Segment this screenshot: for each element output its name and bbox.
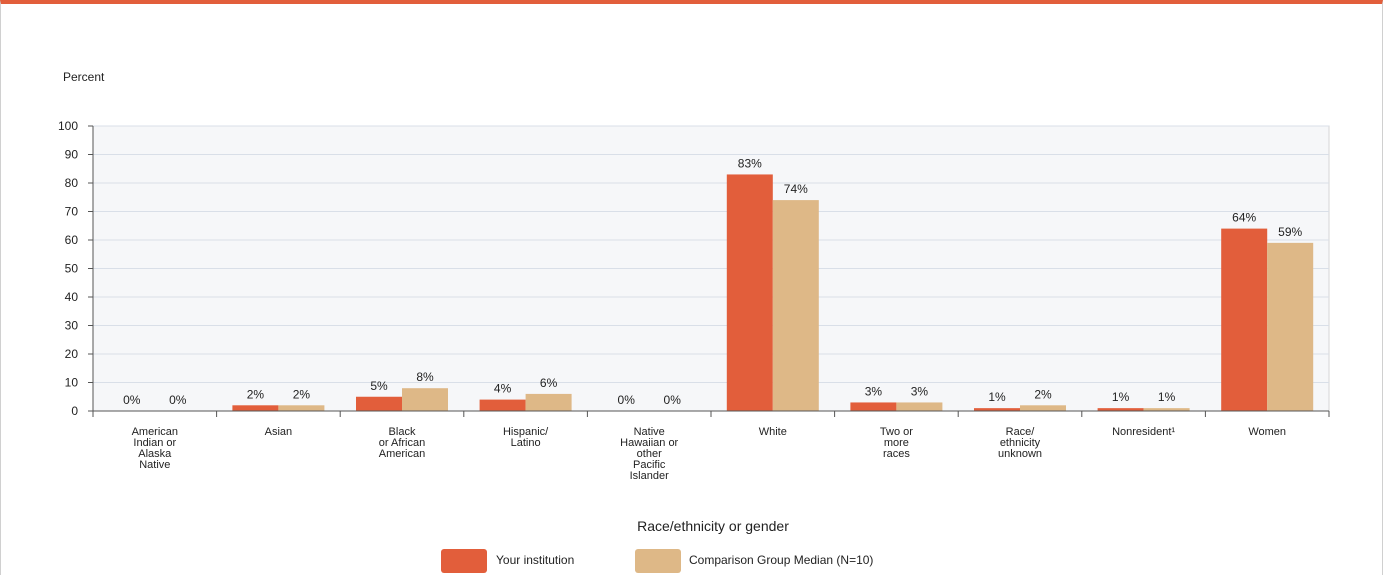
legend-swatch bbox=[635, 549, 681, 573]
bar bbox=[402, 388, 448, 411]
x-axis-title: Race/ethnicity or gender bbox=[637, 518, 789, 534]
bars bbox=[232, 174, 1314, 411]
bar bbox=[356, 396, 402, 411]
x-tick-label: Asian bbox=[265, 426, 293, 438]
y-tick-label: 100 bbox=[58, 119, 78, 133]
x-tick-label-line: ethnicity bbox=[1000, 437, 1041, 449]
bar bbox=[850, 402, 897, 411]
y-tick-label: 90 bbox=[65, 148, 79, 162]
y-tick-label: 80 bbox=[65, 176, 79, 190]
x-tick-label-line: Two or bbox=[880, 426, 913, 438]
x-tick-label-line: Latino bbox=[511, 437, 541, 449]
x-tick-label-line: Islander bbox=[630, 470, 669, 482]
x-tick-label-line: more bbox=[884, 437, 909, 449]
bar bbox=[1267, 242, 1314, 411]
legend-label: Your institution bbox=[496, 553, 574, 567]
x-tick-label-line: races bbox=[883, 448, 910, 460]
data-label: 2% bbox=[247, 387, 265, 401]
data-label: 59% bbox=[1278, 225, 1302, 239]
x-tick-label-line: Pacific bbox=[633, 459, 666, 471]
bar bbox=[1143, 408, 1190, 411]
x-tick-label-line: American bbox=[132, 426, 178, 438]
y-axis-title: Percent bbox=[63, 70, 105, 84]
y-axis: 0 10 20 30 40 50 60 70 80 90 100 bbox=[58, 119, 94, 418]
data-label: 0% bbox=[169, 393, 187, 407]
data-label: 5% bbox=[370, 379, 388, 393]
data-labels: 0% 2% 5% 4% 0% 83% 3% 1% 1% 64% 0% 2% 8% 6% 0% 74% 3% 2% 1… bbox=[123, 156, 1302, 407]
data-label: 83% bbox=[738, 156, 762, 170]
x-tick-label-line: Indian or bbox=[133, 437, 176, 449]
bar bbox=[772, 200, 819, 411]
legend-item[interactable]: Comparison Group Median (N=10) bbox=[635, 549, 873, 573]
x-tick-label-line: Native bbox=[139, 459, 170, 471]
data-label: 3% bbox=[865, 384, 883, 398]
data-label: 0% bbox=[664, 393, 682, 407]
data-label: 74% bbox=[784, 182, 808, 196]
bar bbox=[232, 405, 279, 411]
data-label: 0% bbox=[618, 393, 636, 407]
bar bbox=[1020, 405, 1066, 411]
bar bbox=[896, 402, 943, 411]
x-tick-label-line: Native bbox=[634, 426, 665, 438]
x-tick-label-line: other bbox=[637, 448, 662, 460]
x-tick-label-line: Black bbox=[389, 426, 416, 438]
x-tick-label-line: Nonresident¹ bbox=[1112, 426, 1175, 438]
x-tick-label-line: Alaska bbox=[138, 448, 172, 460]
bar bbox=[726, 174, 773, 411]
legend-item[interactable]: Your institution bbox=[441, 549, 574, 573]
data-label: 1% bbox=[1158, 390, 1176, 404]
x-tick-label-line: or African bbox=[379, 437, 425, 449]
x-tick-label: Two or more races bbox=[880, 426, 913, 460]
bar bbox=[1221, 228, 1268, 411]
x-tick-label: Race/ethnicity unknown bbox=[998, 426, 1042, 460]
x-tick-label-line: White bbox=[759, 426, 787, 438]
data-label: 2% bbox=[293, 387, 311, 401]
x-tick-label-line: Hispanic/ bbox=[503, 426, 549, 438]
x-tick-label: White bbox=[759, 426, 787, 438]
data-label: 8% bbox=[416, 370, 434, 384]
x-tick-label: Native Hawaiian or other Pacific Islander bbox=[620, 426, 678, 482]
y-tick-label: 0 bbox=[71, 404, 78, 418]
data-label: 0% bbox=[123, 393, 141, 407]
data-label: 6% bbox=[540, 376, 558, 390]
data-label: 2% bbox=[1034, 387, 1052, 401]
data-label: 4% bbox=[494, 382, 512, 396]
data-label: 3% bbox=[911, 384, 929, 398]
x-tick-label-line: Hawaiian or bbox=[620, 437, 678, 449]
bar bbox=[1097, 408, 1144, 411]
x-tick-label: Black or African American bbox=[379, 426, 425, 460]
bar bbox=[479, 399, 526, 411]
x-tick-label: Nonresident¹ bbox=[1112, 426, 1175, 438]
x-tick-label-line: Asian bbox=[265, 426, 293, 438]
y-tick-label: 40 bbox=[65, 290, 79, 304]
bar bbox=[525, 393, 572, 411]
y-tick-label: 60 bbox=[65, 233, 79, 247]
bar bbox=[278, 405, 325, 411]
x-tick-label: Hispanic/Latino bbox=[503, 426, 549, 449]
x-tick-label-line: Race/ bbox=[1006, 426, 1036, 438]
legend[interactable]: Your institution Comparison Group Median … bbox=[441, 549, 873, 573]
y-tick-label: 20 bbox=[65, 347, 79, 361]
y-tick-label: 50 bbox=[65, 262, 79, 276]
data-label: 1% bbox=[1112, 390, 1130, 404]
data-label: 64% bbox=[1232, 211, 1256, 225]
y-tick-label: 10 bbox=[65, 376, 79, 390]
y-tick-label: 30 bbox=[65, 319, 79, 333]
bar bbox=[974, 408, 1020, 411]
x-tick-label-line: American bbox=[379, 448, 425, 460]
y-tick-label: 70 bbox=[65, 205, 79, 219]
x-tick-label: Women bbox=[1248, 426, 1286, 438]
x-tick-label-line: Women bbox=[1248, 426, 1286, 438]
gridlines bbox=[93, 125, 1329, 383]
x-tick-label-line: unknown bbox=[998, 448, 1042, 460]
data-label: 1% bbox=[988, 390, 1006, 404]
bar-chart: 0 10 20 30 40 50 60 70 80 90 100 0% 2% 5% 4% 0% 83% 3% 1%… bbox=[58, 70, 1330, 573]
legend-label: Comparison Group Median (N=10) bbox=[689, 553, 873, 567]
x-tick-label: American Indian or Alaska Native bbox=[132, 426, 178, 471]
legend-swatch bbox=[441, 549, 487, 573]
